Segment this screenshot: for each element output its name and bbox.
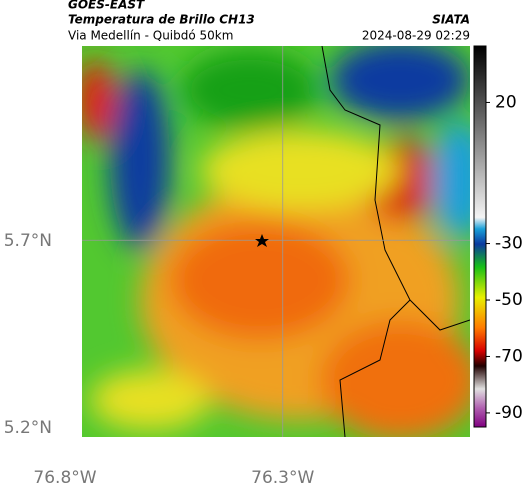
colorbar	[473, 45, 487, 428]
source: GOES-EAST	[68, 0, 145, 12]
timestamp: 2024-08-29 02:29	[362, 29, 470, 43]
colorbar-tick-label: -30	[495, 234, 523, 254]
x-tick-label: 76.8°W	[33, 468, 96, 488]
colorbar-tick-label: -50	[495, 290, 523, 310]
x-tick-label: 76.3°W	[251, 468, 314, 488]
y-tick-label: 5.7°N	[4, 231, 52, 251]
location-marker	[255, 234, 269, 247]
y-tick-label: 5.2°N	[4, 418, 52, 438]
grid	[82, 46, 470, 437]
satellite-image	[82, 46, 470, 437]
colorbar-tick-label: 20	[495, 92, 517, 112]
colorbar-tick-label: -90	[495, 403, 523, 423]
region: Via Medellín - Quibdó 50km	[68, 29, 233, 43]
product: Temperatura de Brillo CH13	[68, 13, 255, 27]
organization: SIATA	[432, 13, 470, 27]
colorbar-tick-label: -70	[495, 346, 523, 366]
